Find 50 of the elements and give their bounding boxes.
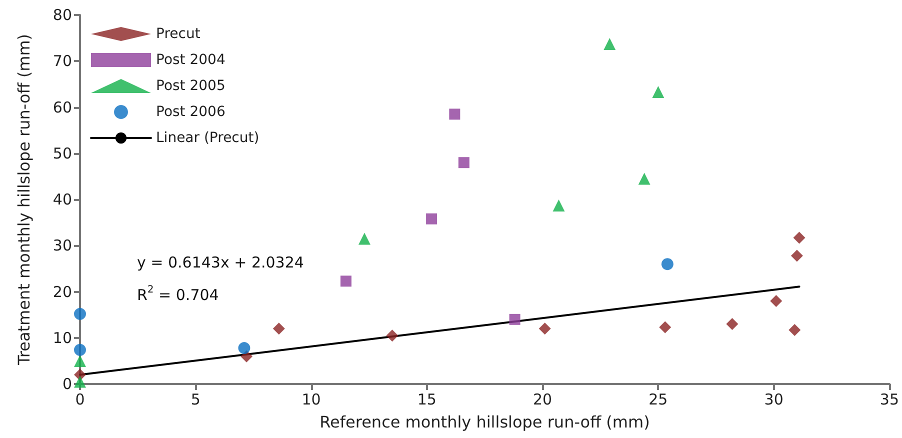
point (790, 250, 803, 262)
annotation: y = 0.6143x + 2.0324 (137, 254, 304, 272)
legend-label: Precut (156, 26, 201, 42)
y-tick-label: 0 (62, 375, 72, 393)
point (458, 157, 470, 168)
point (238, 342, 250, 354)
point (661, 258, 674, 270)
legend-label: Post 2006 (156, 104, 226, 120)
point (272, 322, 285, 335)
x-tick-label: 15 (417, 390, 436, 408)
x-tick-label: 5 (190, 390, 200, 408)
y-tick-label: 30 (52, 236, 72, 255)
x-tick-label: 35 (880, 390, 900, 408)
y-tick-label: 50 (52, 144, 72, 162)
x-axis-title: Reference monthly hillslope run-off (mm) (320, 412, 650, 432)
point (74, 344, 86, 356)
point (552, 199, 565, 212)
point (509, 314, 520, 325)
x-tick-label: 30 (764, 390, 784, 408)
point (386, 330, 398, 342)
point (340, 276, 352, 287)
y-tick-label: 40 (52, 190, 72, 208)
x-tick-label: 20 (533, 390, 552, 408)
point (726, 318, 738, 330)
y-tick-label: 70 (52, 52, 72, 70)
x-tick-label: 0 (75, 390, 85, 408)
point (74, 376, 86, 388)
point (788, 324, 801, 336)
point (770, 294, 782, 307)
y-tick-label: 20 (52, 282, 72, 301)
y-tick-label: 60 (52, 98, 72, 116)
point (638, 172, 650, 185)
legend-label: Post 2005 (156, 78, 226, 94)
point (74, 308, 86, 320)
x-tick-label: 25 (648, 390, 668, 408)
point (538, 322, 551, 335)
y-axis-title: Treatment monthly hillslope run-off (mm) (14, 34, 34, 366)
point (74, 354, 86, 367)
point (652, 86, 664, 98)
point (793, 232, 806, 244)
legend-label: Linear (Precut) (156, 130, 260, 146)
point (358, 232, 370, 245)
y-tick-label: 80 (52, 6, 72, 24)
y-tick-label: 10 (52, 328, 72, 347)
x-tick-label: 10 (302, 390, 321, 408)
point (659, 321, 672, 334)
point (449, 108, 460, 120)
legend-label: Post 2004 (156, 52, 226, 68)
point (604, 38, 616, 50)
point (426, 213, 438, 224)
